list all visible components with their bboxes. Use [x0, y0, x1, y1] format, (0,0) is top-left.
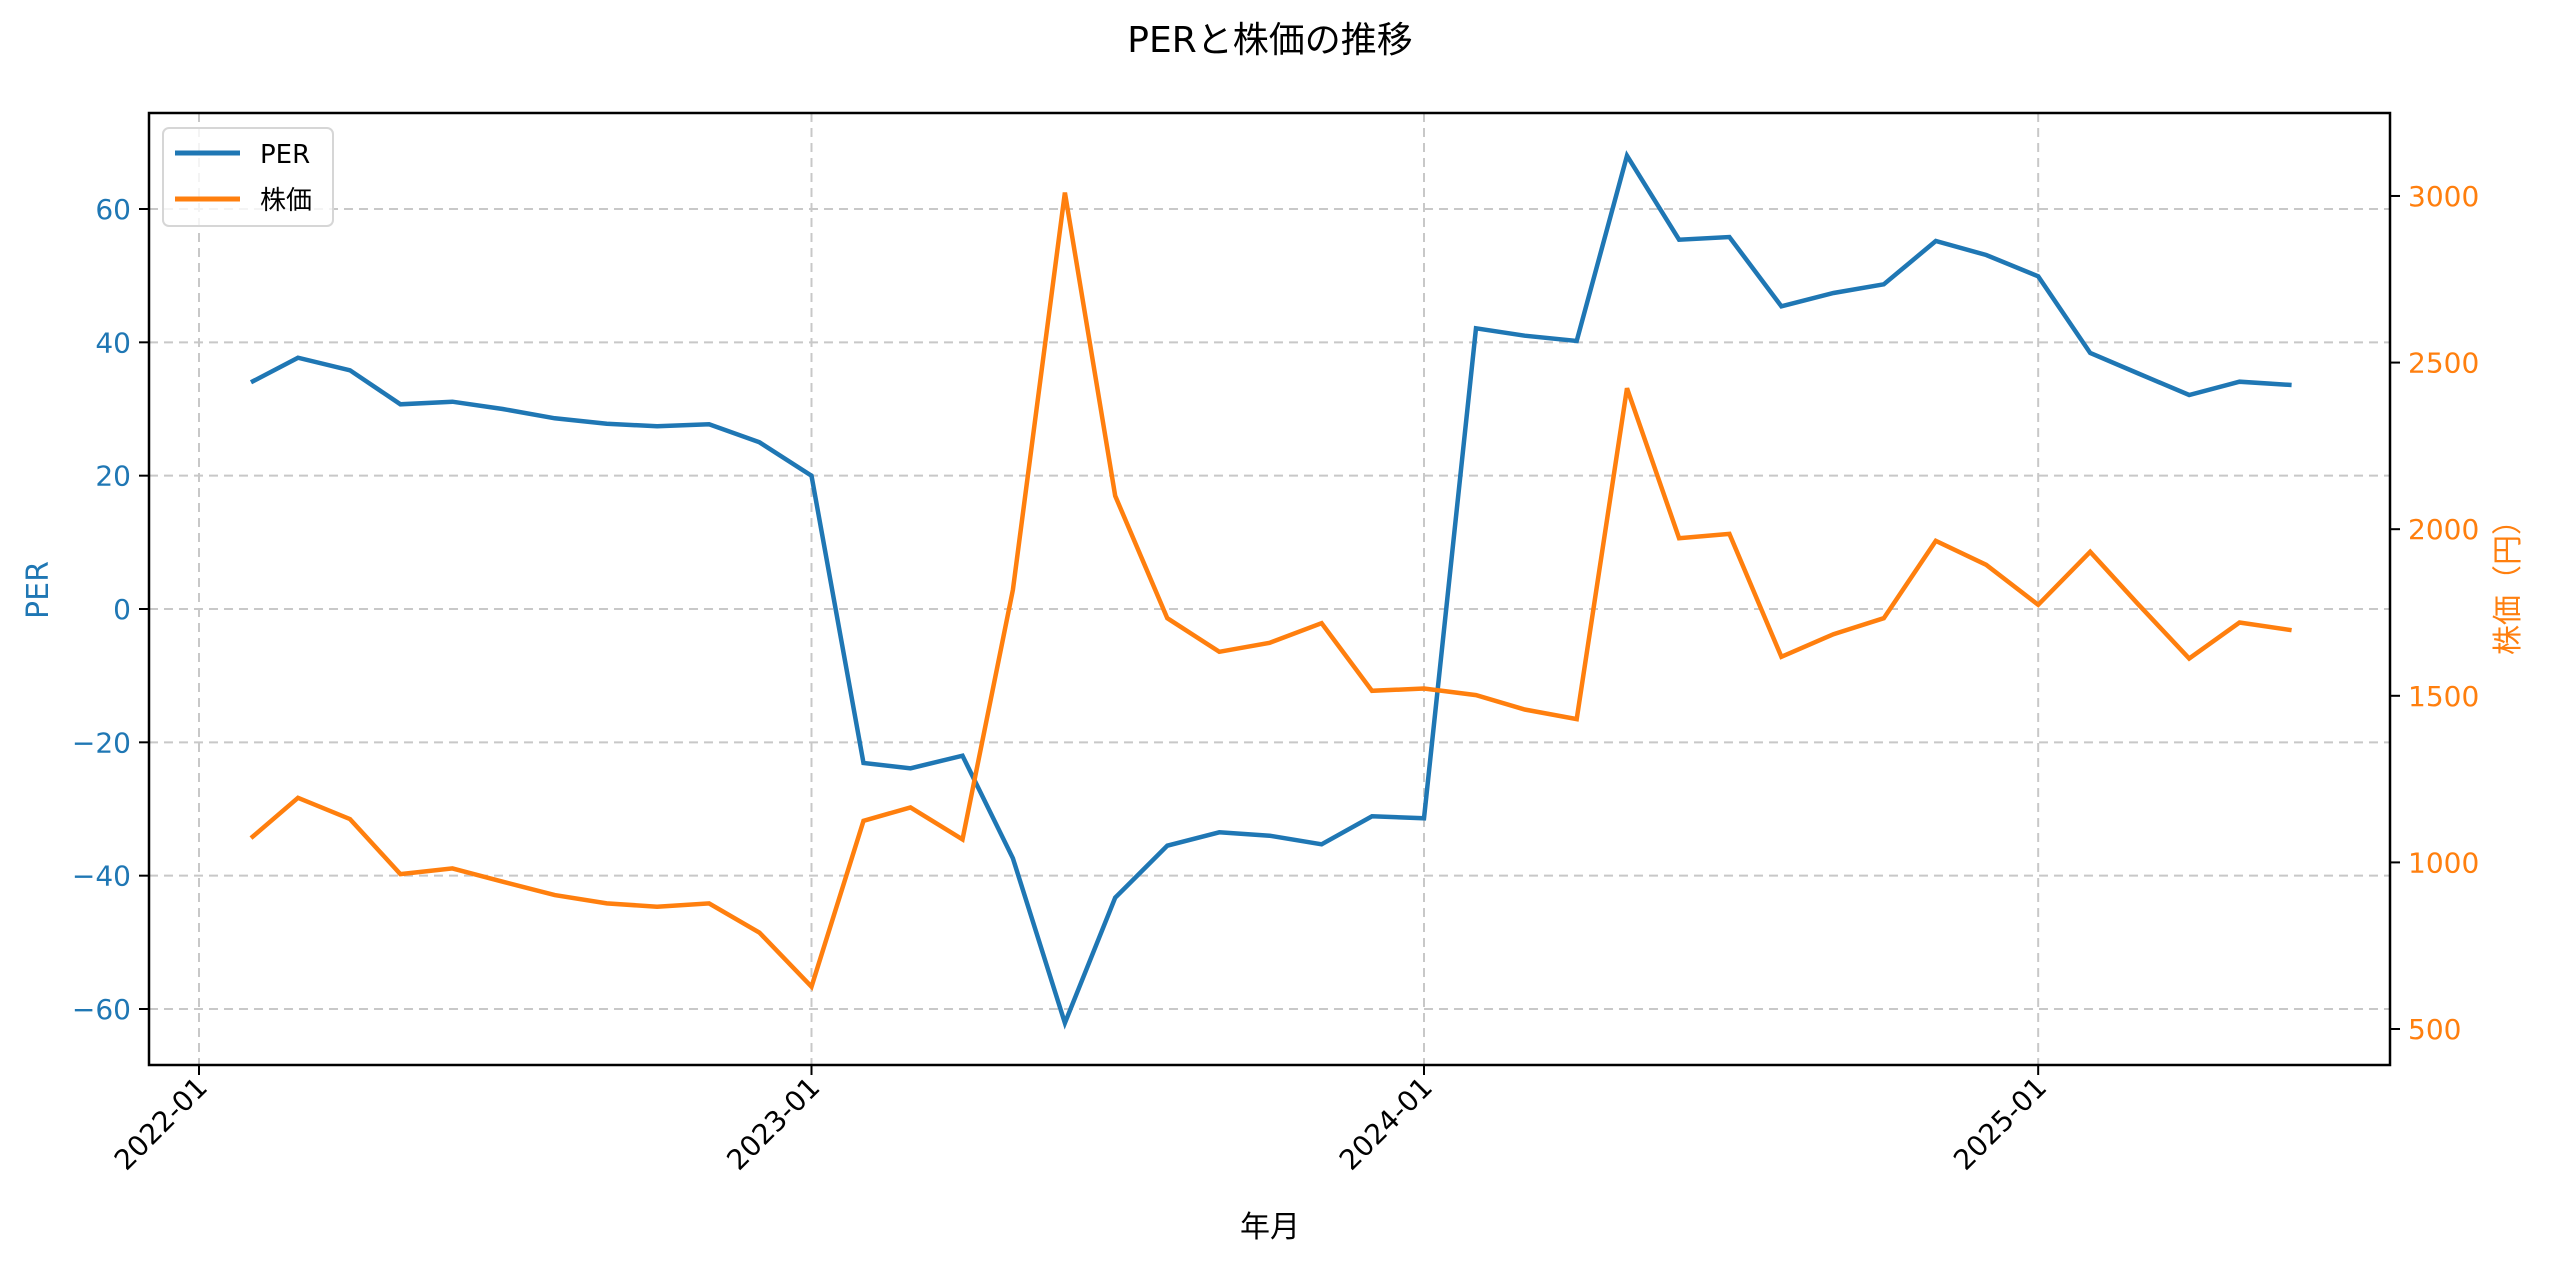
legend-label-per: PER — [260, 140, 310, 170]
left-tick-label: 20 — [95, 460, 131, 493]
left-tick-label: 60 — [95, 193, 131, 226]
left-y-axis: 60 40 20 0 −20 −40 −60 — [72, 193, 149, 1026]
y-axis-label-right: 株価（円） — [2491, 505, 2526, 655]
left-tick-label: −20 — [72, 726, 131, 759]
right-tick-label: 2000 — [2408, 513, 2479, 546]
right-tick-label: 1500 — [2408, 680, 2479, 713]
x-tick-label: 2025-01 — [1947, 1071, 2053, 1177]
right-tick-label: 1000 — [2408, 846, 2479, 879]
grid-lines — [149, 113, 2390, 1065]
axes-frame — [147, 111, 2392, 1067]
right-tick-label: 3000 — [2408, 180, 2479, 213]
x-tick-label: 2024-01 — [1333, 1071, 1439, 1177]
legend: PER 株価 — [162, 127, 334, 227]
left-tick-label: 0 — [113, 593, 131, 626]
left-tick-label: 40 — [95, 326, 131, 359]
x-axis: 2022-01 2023-01 2024-01 2025-01 — [108, 1065, 2053, 1177]
x-tick-label: 2022-01 — [108, 1071, 214, 1177]
right-tick-label: 500 — [2408, 1013, 2461, 1046]
right-tick-label: 2500 — [2408, 347, 2479, 380]
series-line-per — [249, 150, 2292, 1030]
series-line-stock-price — [249, 192, 2292, 991]
x-axis-label: 年月 — [1240, 1210, 1300, 1245]
y-axis-label-left: PER — [21, 561, 56, 619]
right-y-axis: 3000 2500 2000 1500 1000 500 — [2390, 180, 2479, 1046]
legend-label-price: 株価 — [260, 186, 312, 216]
left-tick-label: −40 — [72, 860, 131, 893]
x-tick-label: 2023-01 — [720, 1071, 826, 1177]
left-tick-label: −60 — [72, 993, 131, 1026]
plot-area — [249, 150, 2292, 1030]
chart-title: PERと株価の推移 — [1127, 20, 1412, 61]
